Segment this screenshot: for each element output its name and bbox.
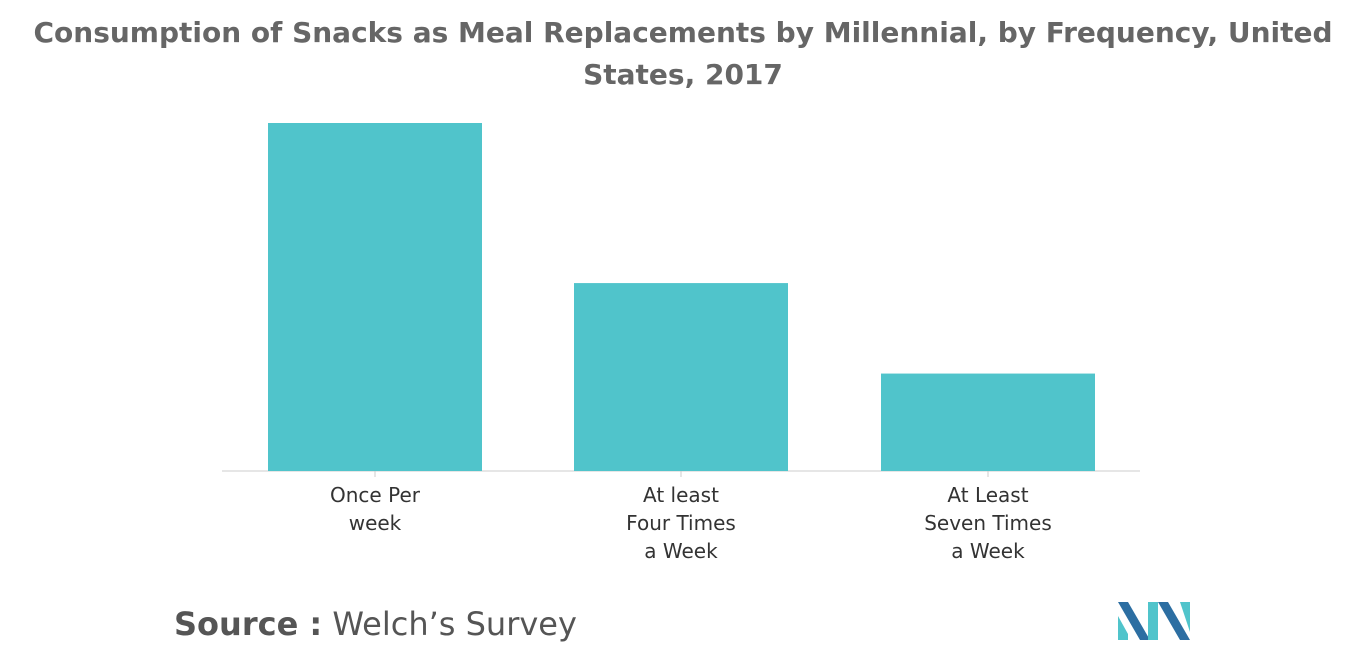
x-tick-label: Once Per week: [330, 483, 420, 535]
bar-1: [268, 123, 482, 471]
source-note: Source : Welch’s Survey: [174, 605, 577, 643]
chart-title: Consumption of Snacks as Meal Replacemen…: [33, 16, 1333, 91]
x-tick-label: At least Four Times a Week: [626, 483, 736, 563]
source-text: Welch’s Survey: [332, 605, 577, 643]
source-label: Source :: [174, 605, 323, 643]
bar-2: [574, 283, 788, 471]
mordor-intelligence-logo-icon: [1118, 602, 1190, 640]
x-tick-label: At Least Seven Times a Week: [924, 483, 1052, 563]
bar-3: [881, 373, 1095, 471]
